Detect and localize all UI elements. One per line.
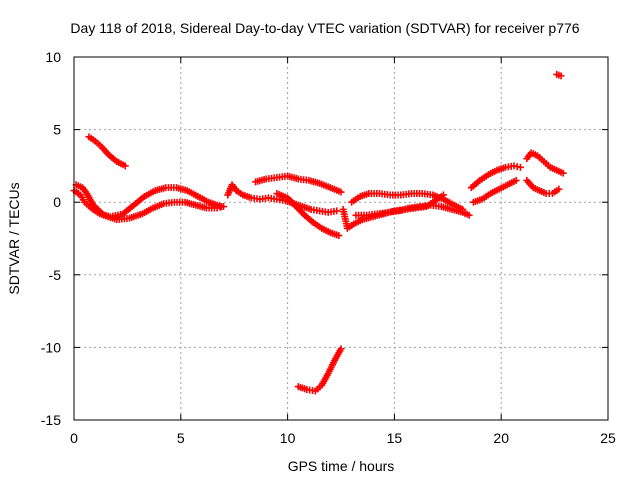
x-tick-label: 0	[70, 430, 78, 446]
axis-ticks	[73, 56, 609, 421]
data-points	[70, 70, 567, 395]
tick-labels: 0 5 10 15 20 25 -15 -10 -5 0 5 10	[41, 49, 616, 446]
x-tick-label: 25	[600, 430, 616, 446]
data-point	[335, 232, 343, 240]
x-tick-label: 5	[177, 430, 185, 446]
data-point	[465, 211, 473, 219]
data-point	[557, 72, 565, 80]
x-tick-label: 15	[387, 430, 403, 446]
data-point	[333, 207, 341, 215]
y-tick-label: 10	[45, 49, 61, 65]
data-point	[121, 162, 129, 170]
y-tick-label: -15	[41, 412, 61, 428]
y-tick-label: 5	[53, 122, 61, 138]
y-axis-label: SDTVAR / TECUs	[6, 182, 22, 294]
data-point	[516, 163, 524, 171]
x-axis-label: GPS time / hours	[288, 458, 395, 474]
x-tick-label: 10	[280, 430, 296, 446]
data-point	[337, 345, 345, 353]
data-point	[555, 185, 563, 193]
data-point	[220, 203, 228, 211]
x-tick-label: 20	[493, 430, 509, 446]
y-tick-label: -5	[49, 267, 62, 283]
y-tick-label: -10	[41, 339, 61, 355]
data-point	[337, 188, 345, 196]
y-tick-label: 0	[53, 194, 61, 210]
chart-title: Day 118 of 2018, Sidereal Day-to-day VTE…	[70, 20, 579, 36]
grid-lines	[74, 57, 608, 420]
plot-frame	[73, 56, 609, 421]
data-point	[512, 176, 520, 184]
data-point	[559, 169, 567, 177]
